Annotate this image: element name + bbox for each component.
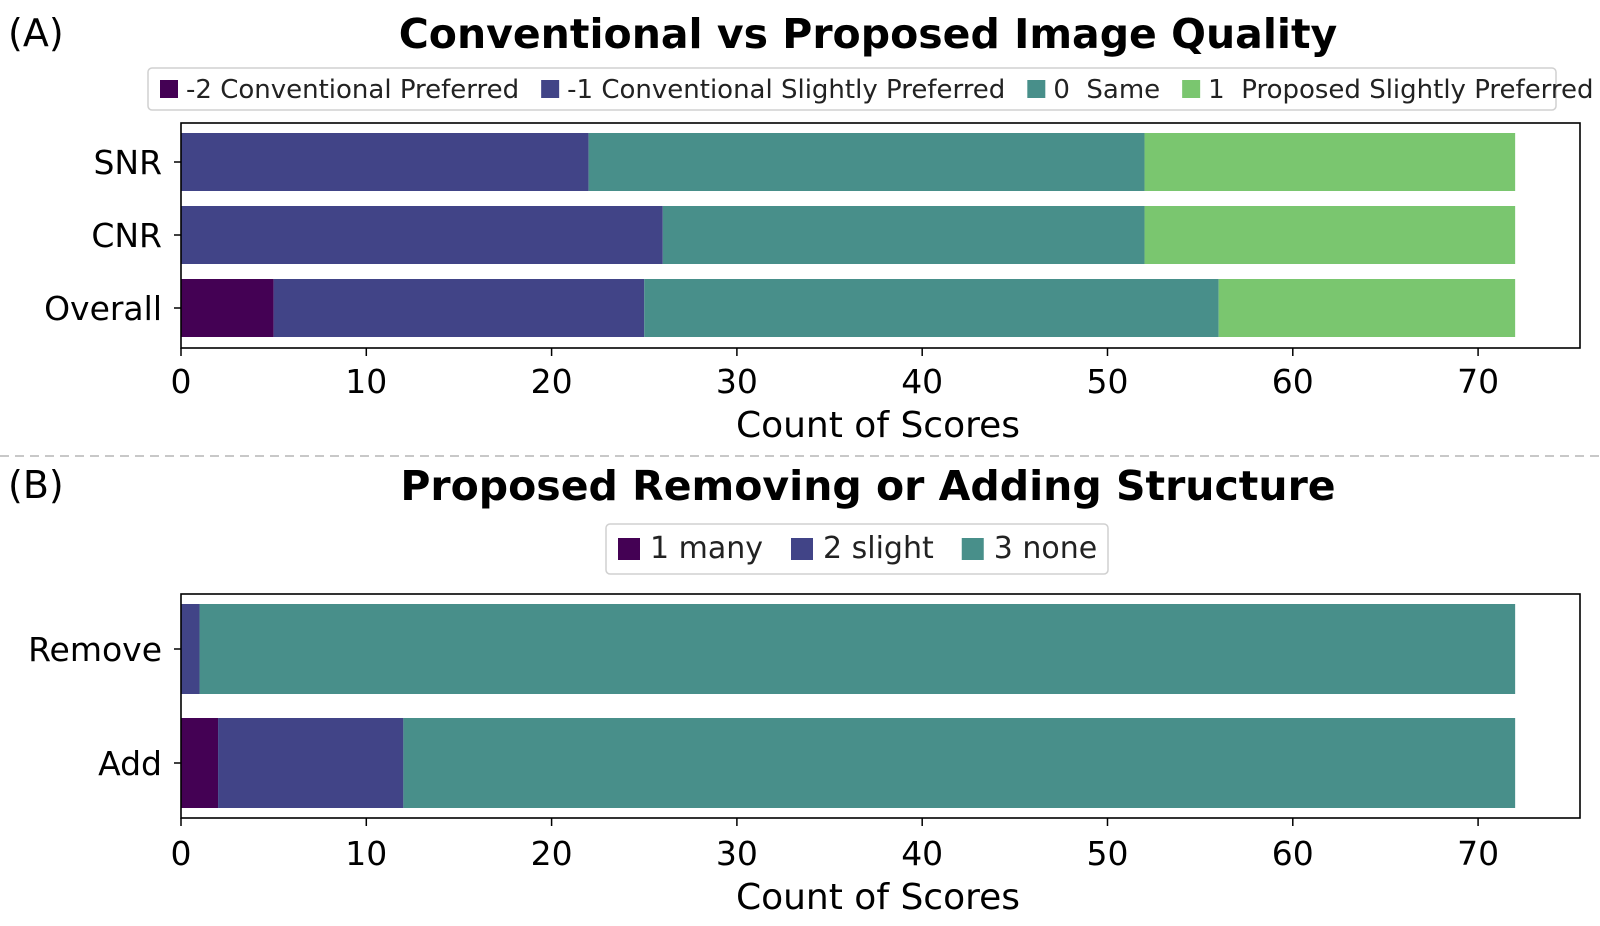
chart-b-legend: 1 many 2 slight 3 none — [605, 523, 1109, 575]
chart-a-bar-cnr-series-2 — [662, 206, 1145, 264]
chart-a-bar-snr-series-1 — [181, 133, 589, 191]
panel-label-b: (B) — [8, 463, 64, 507]
chart-b-xtick-label-40: 40 — [901, 834, 943, 873]
chart-b-legend-swatch-1 — [791, 538, 813, 560]
chart-a-bar-snr-series-3 — [1144, 133, 1516, 191]
chart-a-xtick-label-40: 40 — [901, 362, 943, 401]
chart-a-legend-label-0: -2 Conventional Preferred — [186, 75, 519, 105]
chart-b-plot-frame — [180, 593, 1581, 819]
chart-b-bar-remove-series-2 — [199, 604, 1516, 694]
chart-b-legend-label-1: 2 slight — [823, 531, 934, 566]
chart-b-xtick-label-30: 30 — [716, 834, 758, 873]
chart-b-legend-box — [605, 523, 1109, 575]
chart-a-category-label-overall: Overall — [44, 289, 162, 328]
chart-b-legend-label-2: 3 none — [994, 531, 1097, 566]
chart-a-xtick-label-70: 70 — [1457, 362, 1499, 401]
chart-b-title: Proposed Removing or Adding Structure — [400, 462, 1335, 510]
chart-a-xtick-label-10: 10 — [345, 362, 387, 401]
chart-a-legend-swatch-0 — [160, 80, 178, 98]
chart-b-bar-remove-series-1 — [181, 604, 200, 694]
chart-b-bar-add-series-2 — [403, 718, 1516, 808]
chart-a-legend: -2 Conventional Preferred -1 Conventional… — [147, 67, 1594, 111]
chart-b-legend-swatch-2 — [961, 538, 984, 560]
chart-a-bar-cnr-series-1 — [181, 206, 663, 264]
chart-a-xtick-label-30: 30 — [716, 362, 758, 401]
chart-b-xtick-label-0: 0 — [171, 834, 192, 873]
chart-b-category-label-add: Add — [98, 744, 162, 783]
chart-b-bar-add-series-0 — [181, 718, 219, 808]
panel-label-a: (A) — [8, 11, 64, 55]
chart-b-xtick-label-10: 10 — [345, 834, 387, 873]
chart-a-plot-frame — [180, 122, 1581, 349]
chart-a-xlabel: Count of Scores — [736, 405, 1020, 446]
chart-a-category-label-cnr: CNR — [91, 216, 162, 255]
chart-a-bar-overall-series-2 — [644, 279, 1219, 337]
chart-a-legend-label-2: 0 Same — [1053, 75, 1160, 105]
chart-a-xtick-label-50: 50 — [1086, 362, 1128, 401]
chart-a-xtick-label-0: 0 — [171, 362, 192, 401]
chart-a-legend-label-3: 1 Proposed Slightly Preferred — [1208, 75, 1593, 105]
chart-b-xlabel: Count of Scores — [736, 877, 1020, 918]
chart-a-legend-box — [147, 67, 1557, 111]
chart-b-legend-label-0: 1 many — [650, 531, 763, 566]
chart-a-category-label-snr: SNR — [93, 143, 162, 182]
chart-b-category-label-remove: Remove — [28, 630, 162, 669]
chart-a-bar-cnr-series-3 — [1144, 206, 1516, 264]
chart-b-xtick-label-20: 20 — [531, 834, 573, 873]
chart-a-title: Conventional vs Proposed Image Quality — [399, 10, 1338, 58]
chart-a-xtick-label-60: 60 — [1272, 362, 1314, 401]
chart-a-legend-swatch-2 — [1027, 80, 1046, 98]
chart-b-xtick-label-50: 50 — [1086, 834, 1128, 873]
chart-a-bar-overall-series-3 — [1218, 279, 1516, 337]
chart-a-bar-snr-series-2 — [588, 133, 1145, 191]
chart-b-legend-swatch-0 — [618, 538, 640, 560]
chart-b-bar-add-series-1 — [218, 718, 404, 808]
chart-a-legend-label-1: -1 Conventional Slightly Preferred — [567, 75, 1005, 105]
chart-a-bar-overall-series-1 — [273, 279, 645, 337]
chart-b: Remove Add 0 10 20 30 40 50 60 70 1 many 2 slight 3 … — [28, 523, 1581, 873]
chart-b-xtick-label-60: 60 — [1272, 834, 1314, 873]
chart-a-legend-swatch-1 — [541, 80, 560, 98]
chart-b-xtick-label-70: 70 — [1457, 834, 1499, 873]
chart-a-legend-swatch-3 — [1182, 80, 1201, 98]
chart-a-bar-overall-series-0 — [181, 279, 274, 337]
chart-a-xtick-label-20: 20 — [531, 362, 573, 401]
